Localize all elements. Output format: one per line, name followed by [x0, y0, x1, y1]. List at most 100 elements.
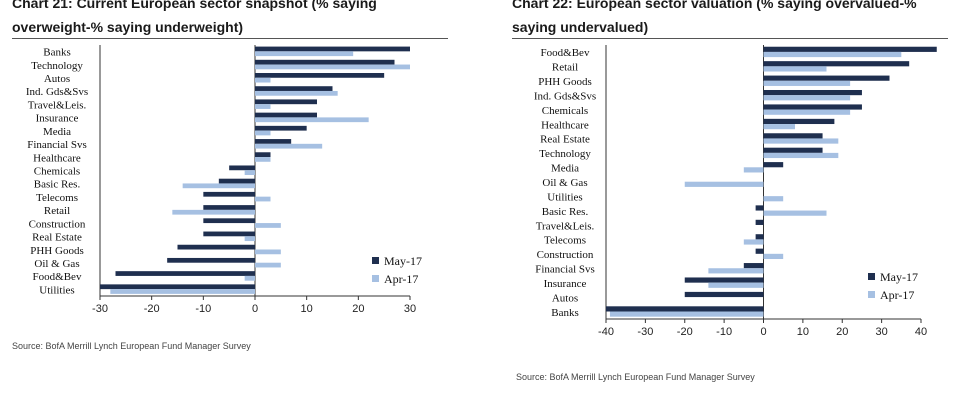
x-tick-label: 10 — [301, 303, 313, 315]
category-label: Healthcare — [541, 119, 589, 131]
legend-label: Apr-17 — [384, 272, 418, 286]
bar-may-17 — [684, 277, 764, 283]
category-label: Autos — [44, 73, 70, 85]
category-label: PHH Goods — [538, 76, 591, 88]
x-tick-label: -10 — [195, 303, 211, 315]
bar-apr-17 — [255, 130, 271, 136]
bar-may-17 — [763, 147, 823, 153]
source-note-right: Source: BofA Merrill Lynch European Fund… — [516, 372, 755, 382]
bar-apr-17 — [763, 109, 851, 115]
bar-apr-17 — [743, 167, 764, 173]
bar-apr-17 — [708, 268, 764, 274]
x-tick-label: 10 — [797, 326, 809, 338]
x-tick-label: 40 — [915, 326, 927, 338]
bar-apr-17 — [255, 196, 271, 202]
bar-apr-17 — [708, 282, 764, 288]
bar-may-17 — [255, 99, 317, 105]
bar-may-17 — [255, 86, 333, 91]
legend-swatch — [868, 273, 875, 280]
category-label: Basic Res. — [542, 206, 589, 218]
legend-swatch — [372, 257, 379, 264]
category-label: Oil & Gas — [34, 258, 79, 270]
x-tick-label: 0 — [760, 326, 766, 338]
bar-apr-17 — [763, 138, 839, 144]
bar-may-17 — [229, 165, 255, 171]
bar-apr-17 — [763, 196, 784, 202]
category-label: Telecoms — [544, 235, 586, 247]
x-tick-label: -20 — [677, 326, 693, 338]
source-note-left: Source: BofA Merrill Lynch European Fund… — [12, 341, 251, 351]
bar-apr-17 — [763, 80, 851, 86]
category-label: Insurance — [544, 278, 587, 290]
category-label: Media — [551, 163, 579, 175]
category-label: Oil & Gas — [542, 177, 587, 189]
bar-apr-17 — [255, 90, 338, 96]
category-label: Travel&Leis. — [536, 220, 595, 232]
x-tick-label: 30 — [876, 326, 888, 338]
x-tick-label: -30 — [637, 326, 653, 338]
x-tick-label: 20 — [836, 326, 848, 338]
bar-apr-17 — [172, 209, 255, 215]
bar-may-17 — [763, 133, 823, 139]
category-label: Ind. Gds&Svs — [534, 90, 596, 102]
x-tick-label: 0 — [252, 303, 258, 315]
legend-label: May-17 — [384, 254, 422, 268]
bar-apr-17 — [255, 223, 281, 228]
bar-may-17 — [763, 118, 835, 125]
chart-title-right: Chart 22: European sector valuation (% s… — [512, 0, 917, 35]
category-label: Banks — [43, 47, 71, 59]
category-label: Real Estate — [32, 232, 82, 244]
bar-may-17 — [684, 291, 764, 298]
category-label: Chemicals — [542, 105, 588, 117]
category-label: Basic Res. — [34, 179, 81, 191]
bar-may-17 — [755, 205, 764, 211]
bar-may-17 — [763, 162, 784, 168]
category-label: Food&Bev — [541, 47, 590, 59]
bar-apr-17 — [763, 51, 902, 58]
bar-apr-17 — [255, 104, 271, 109]
bar-may-17 — [255, 139, 292, 144]
category-label: Technology — [539, 148, 591, 160]
category-label: Retail — [44, 205, 70, 217]
bar-may-17 — [100, 284, 255, 290]
bar-may-17 — [203, 205, 255, 210]
bar-apr-17 — [255, 157, 271, 162]
category-label: Autos — [552, 292, 578, 304]
bar-may-17 — [203, 231, 255, 237]
chart-panel-left: Chart 21: Current European sector snapsh… — [0, 0, 470, 400]
bar-apr-17 — [763, 210, 827, 216]
title-rule-right — [512, 38, 948, 39]
category-label: Financial Svs — [27, 139, 87, 151]
legend-label: Apr-17 — [880, 288, 914, 302]
bar-apr-17 — [255, 77, 271, 83]
bar-may-17 — [763, 104, 862, 110]
category-label: Retail — [552, 62, 578, 74]
category-label: Healthcare — [33, 152, 81, 164]
bar-apr-17 — [182, 183, 255, 189]
x-tick-label: -30 — [92, 303, 108, 315]
bar-may-17 — [255, 125, 307, 131]
bar-apr-17 — [255, 51, 354, 57]
bar-may-17 — [255, 152, 271, 158]
bar-apr-17 — [763, 152, 839, 159]
category-label: PHH Goods — [30, 245, 83, 257]
bar-may-17 — [203, 191, 255, 197]
bar-apr-17 — [255, 143, 323, 149]
legend-label: May-17 — [880, 270, 918, 284]
category-label: Food&Bev — [33, 271, 82, 283]
bar-apr-17 — [244, 236, 255, 242]
bar-may-17 — [763, 61, 910, 67]
bar-apr-17 — [255, 249, 281, 255]
x-tick-label: 20 — [352, 303, 364, 315]
x-tick-label: 30 — [404, 303, 416, 315]
category-label: Ind. Gds&Svs — [26, 86, 88, 98]
category-label: Real Estate — [540, 134, 590, 146]
category-label: Insurance — [36, 113, 79, 125]
category-label: Utilities — [547, 191, 582, 203]
category-label: Financial Svs — [535, 264, 595, 276]
bar-may-17 — [763, 89, 862, 96]
category-label: Media — [43, 126, 71, 138]
bar-apr-17 — [609, 311, 764, 317]
bar-may-17 — [203, 218, 255, 224]
category-label: Technology — [31, 60, 83, 72]
